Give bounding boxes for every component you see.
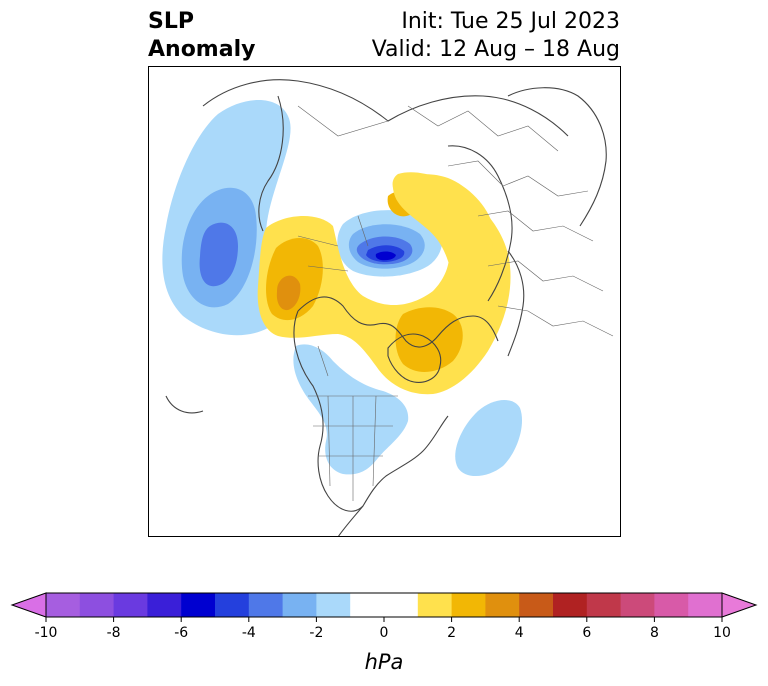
colorbar: -10 -8 -6 -4 -2 0 2 4 6 8 10 hPa bbox=[10, 592, 758, 674]
colorbar-bin bbox=[553, 593, 588, 617]
colorbar-extend-high bbox=[721, 592, 758, 618]
map-frame bbox=[148, 66, 621, 537]
colorbar-bin bbox=[248, 593, 284, 617]
colorbar-bin bbox=[350, 593, 419, 617]
colorbar-tick-label: 6 bbox=[582, 625, 591, 641]
colorbar-bin bbox=[316, 593, 351, 617]
north-pacific-low-anomaly bbox=[162, 100, 291, 336]
slp-anomaly-map bbox=[148, 66, 621, 537]
title-type: Anomaly bbox=[148, 37, 256, 62]
colorbar-bin bbox=[282, 593, 317, 617]
colorbar-bin bbox=[79, 593, 115, 617]
chart-title-left: SLP Anomaly bbox=[148, 8, 255, 64]
colorbar-tick-label: -4 bbox=[242, 625, 256, 641]
chart-title-right: Init: Tue 25 Jul 2023 Valid: 12 Aug – 18… bbox=[372, 8, 620, 64]
title-variable: SLP bbox=[148, 9, 194, 34]
colorbar-tick-label: 0 bbox=[380, 625, 389, 641]
colorbar-label: hPa bbox=[365, 650, 404, 674]
colorbar-tick-label: 2 bbox=[447, 625, 456, 641]
colorbar-bin bbox=[586, 593, 622, 617]
political-boundaries bbox=[297, 105, 614, 501]
north-atlantic-low-anomaly bbox=[455, 400, 523, 477]
valid-range: Valid: 12 Aug – 18 Aug bbox=[371, 37, 620, 62]
eurasia-high-anomaly bbox=[393, 174, 494, 281]
colorbar-bin bbox=[620, 593, 655, 617]
colorbar-tick-label: -6 bbox=[174, 625, 188, 641]
colorbar-bin bbox=[46, 593, 81, 617]
colorbar-tick-label: -8 bbox=[107, 625, 121, 641]
colorbar-bin bbox=[417, 593, 453, 617]
colorbar-bin bbox=[113, 593, 148, 617]
colorbar-extend-low bbox=[10, 592, 47, 618]
colorbar-tick-label: 8 bbox=[650, 625, 659, 641]
colorbar-bin bbox=[519, 593, 554, 617]
colorbar-bar bbox=[10, 592, 758, 618]
colorbar-bin bbox=[147, 593, 182, 617]
north-america-low-anomaly bbox=[293, 344, 409, 475]
colorbar-tick-label: 4 bbox=[515, 625, 524, 641]
colorbar-tick-label: -10 bbox=[35, 625, 58, 641]
init-date: Init: Tue 25 Jul 2023 bbox=[401, 9, 620, 34]
colorbar-tick-label: 10 bbox=[713, 625, 731, 641]
arctic-low-anomaly bbox=[337, 210, 443, 277]
colorbar-tick-label: -2 bbox=[309, 625, 323, 641]
colorbar-ticks: -10 -8 -6 -4 -2 0 2 4 6 8 10 bbox=[35, 617, 731, 641]
colorbar-bin bbox=[485, 593, 520, 617]
colorbar-bin bbox=[181, 593, 216, 617]
colorbar-bin bbox=[451, 593, 486, 617]
colorbar-bin bbox=[215, 593, 250, 617]
colorbar-bin bbox=[654, 593, 689, 617]
colorbar-bin bbox=[688, 593, 723, 617]
